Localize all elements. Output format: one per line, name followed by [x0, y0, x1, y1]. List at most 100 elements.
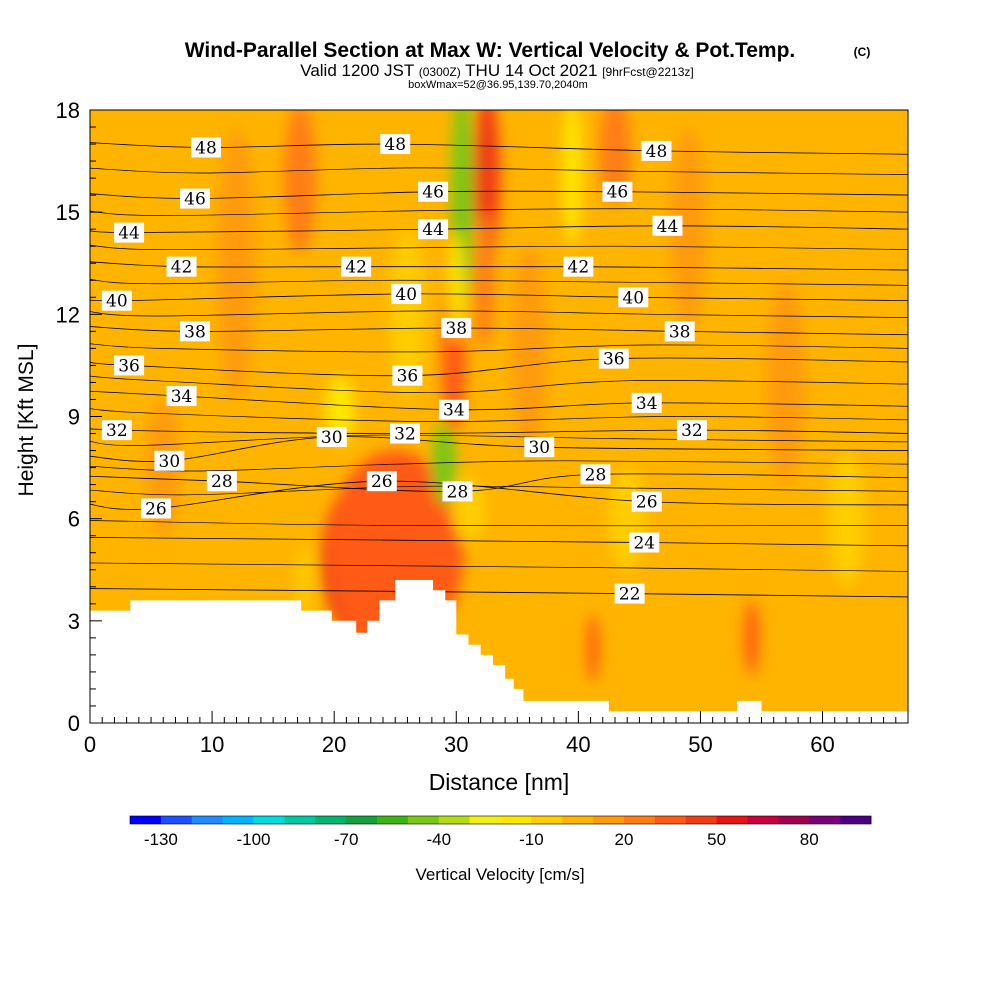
theta-label: 36 — [598, 348, 629, 370]
theta-contour — [90, 142, 908, 155]
colorbar-swatch — [377, 816, 409, 824]
velocity-cell — [669, 127, 707, 332]
theta-contour — [90, 588, 908, 598]
theta-contour-minor — [90, 375, 908, 394]
valid-date: THU 14 Oct 2021 — [465, 61, 597, 80]
colorbar-tick-label: -10 — [519, 830, 544, 849]
theta-label: 28 — [580, 464, 611, 485]
terrain — [90, 580, 908, 723]
svg-text:46: 46 — [184, 190, 206, 210]
valid-time: Valid 1200 JST — [300, 61, 414, 80]
y-tick-label: 0 — [68, 711, 80, 736]
y-tick-label: 18 — [56, 98, 80, 123]
svg-text:32: 32 — [106, 421, 128, 441]
velocity-cell — [448, 232, 464, 342]
theta-label: 28 — [442, 481, 473, 502]
colorbar-swatch — [346, 816, 378, 824]
svg-text:48: 48 — [384, 135, 406, 155]
theta-contour — [90, 537, 908, 547]
theta-label: 30 — [154, 450, 185, 472]
svg-text:32: 32 — [681, 421, 703, 441]
colorbar-swatch — [315, 816, 347, 824]
colorbar-label: Vertical Velocity [cm/s] — [415, 865, 584, 884]
colorbar-swatch — [284, 816, 316, 824]
theta-label: 44 — [418, 219, 449, 240]
y-tick-label: 6 — [68, 507, 80, 532]
theta-label: 32 — [101, 420, 132, 441]
svg-text:44: 44 — [657, 217, 679, 237]
colorbar-swatch — [531, 816, 563, 824]
x-tick-label: 40 — [566, 732, 590, 757]
colorbar-swatch — [685, 816, 718, 824]
theta-contour-minor — [90, 167, 908, 175]
theta-label: 46 — [418, 181, 449, 203]
colorbar-tick-label: 80 — [800, 830, 819, 849]
boxwmax-note: boxWmax=52@36.95,139.70,2040m — [408, 79, 588, 91]
svg-text:36: 36 — [397, 367, 419, 387]
colorbar-swatch — [191, 816, 224, 824]
theta-label: 22 — [614, 583, 645, 605]
colorbar-swatch — [654, 816, 687, 824]
svg-text:46: 46 — [607, 183, 629, 203]
colorbar-tick-label: -70 — [334, 830, 359, 849]
copyright-mark: (C) — [854, 45, 871, 59]
forecast-info: [9hrFcst@2213z] — [602, 65, 694, 79]
theta-label: 40 — [391, 283, 422, 305]
svg-text:38: 38 — [669, 322, 691, 342]
svg-text:34: 34 — [636, 394, 658, 414]
velocity-cell — [766, 280, 806, 485]
x-tick-label: 20 — [322, 732, 346, 757]
valid-zulu: (0300Z) — [419, 65, 461, 79]
colorbar — [129, 815, 872, 825]
colorbar-tick-label: -40 — [426, 830, 451, 849]
theta-label: 40 — [101, 290, 132, 312]
x-tick-label: 10 — [200, 732, 224, 757]
x-tick-label: 0 — [84, 732, 96, 757]
svg-text:48: 48 — [195, 138, 217, 158]
theta-label: 26 — [366, 471, 397, 492]
x-tick-label: 60 — [810, 732, 834, 757]
theta-label: 46 — [602, 181, 633, 203]
velocity-cell — [216, 127, 257, 400]
colorbar-swatch — [593, 816, 625, 824]
velocity-cell — [296, 545, 311, 615]
theta-label: 32 — [676, 420, 707, 441]
svg-text:40: 40 — [395, 285, 417, 305]
svg-text:42: 42 — [568, 258, 590, 278]
x-tick-label: 30 — [444, 732, 468, 757]
theta-label: 44 — [652, 215, 683, 237]
colorbar-swatch — [407, 816, 440, 824]
velocity-cell — [390, 229, 425, 400]
svg-text:28: 28 — [447, 482, 469, 502]
svg-text:38: 38 — [445, 319, 467, 339]
colorbar-swatch — [469, 816, 501, 824]
x-tick-label: 50 — [688, 732, 712, 757]
svg-text:22: 22 — [619, 585, 641, 605]
velocity-cell — [599, 110, 631, 206]
svg-text:44: 44 — [118, 224, 140, 244]
colorbar-swatch — [778, 816, 810, 824]
svg-text:26: 26 — [145, 499, 167, 519]
theta-contour-minor — [90, 278, 908, 286]
svg-text:34: 34 — [443, 401, 465, 421]
theta-label: 34 — [438, 399, 469, 421]
svg-text:40: 40 — [106, 292, 128, 312]
velocity-cell — [608, 467, 646, 570]
theta-label: 48 — [641, 140, 672, 162]
theta-contour-minor — [90, 343, 908, 353]
svg-text:46: 46 — [422, 183, 444, 203]
theta-label: 38 — [664, 321, 695, 342]
velocity-cell — [511, 246, 548, 451]
velocity-cell — [828, 450, 866, 587]
theta-label: 32 — [389, 423, 420, 445]
velocity-cell — [744, 600, 760, 676]
colorbar-swatch — [747, 816, 779, 824]
colorbar-swatch — [716, 816, 748, 824]
svg-text:28: 28 — [585, 465, 607, 485]
y-tick-label: 9 — [68, 405, 80, 430]
colorbar-swatch — [624, 816, 656, 824]
theta-label: 30 — [316, 426, 347, 448]
theta-label: 36 — [114, 355, 145, 376]
velocity-cell — [325, 375, 355, 444]
colorbar-tick-label: -100 — [236, 830, 270, 849]
